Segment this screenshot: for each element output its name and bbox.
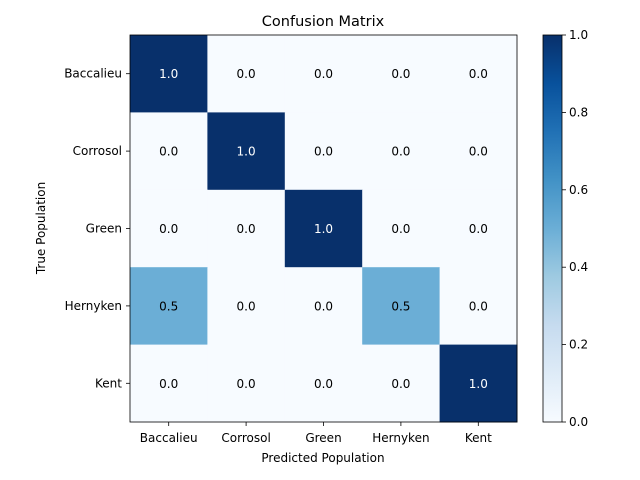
heatmap-cell	[130, 35, 208, 113]
cell-value-label: 0.0	[391, 67, 410, 81]
x-tick-label: Green	[305, 431, 341, 445]
colorbar-tick-label: 0.2	[569, 338, 588, 352]
heatmap-cell	[362, 267, 441, 346]
heatmap-cell	[362, 35, 441, 113]
chart-title: Confusion Matrix	[262, 14, 385, 30]
cell-value-label: 0.5	[159, 299, 178, 313]
cell-value-label: 0.0	[391, 145, 410, 159]
colorbar-tick-label: 0.8	[569, 105, 588, 119]
cell-value-label: 0.0	[314, 67, 333, 81]
heatmap-cell	[284, 267, 363, 346]
heatmap-cell	[439, 344, 518, 423]
y-tick-label: Baccalieu	[64, 67, 122, 81]
heatmap-cell	[284, 112, 363, 191]
cell-value-label: 0.5	[391, 299, 410, 313]
cell-value-label: 0.0	[469, 67, 488, 81]
y-tick-label: Green	[86, 222, 122, 236]
cell-value-label: 0.0	[314, 145, 333, 159]
cell-value-label: 1.0	[314, 222, 333, 236]
cell-value-label: 1.0	[237, 145, 256, 159]
heatmap-cell-labels: 1.0 0.0 0.0 0.0 0.0 0.0 1.0 0.0 0.0 0.0 0.0 0.0 1.0 0…	[159, 67, 488, 391]
y-axis-label: True Population	[34, 182, 48, 275]
heatmap-cell	[439, 112, 518, 191]
heatmap-cell	[362, 344, 441, 423]
cell-value-label: 0.0	[159, 145, 178, 159]
heatmap-cell	[207, 344, 286, 423]
heatmap-cell	[130, 189, 208, 268]
cell-value-label: 0.0	[469, 222, 488, 236]
x-tick-label: Baccalieu	[140, 431, 198, 445]
cell-value-label: 0.0	[469, 145, 488, 159]
heatmap-cell	[130, 344, 208, 423]
colorbar-tick-label: 1.0	[569, 28, 588, 42]
cell-value-label: 0.0	[237, 222, 256, 236]
heatmap-cell	[284, 35, 363, 113]
x-axis-label: Predicted Population	[261, 451, 384, 465]
colorbar-tick-label: 0.4	[569, 260, 588, 274]
heatmap-cell	[439, 35, 518, 113]
heatmap-cell	[439, 189, 518, 268]
y-axis-ticks: Baccalieu Corrosol Green Hernyken Kent	[64, 67, 130, 390]
heatmap-cell	[130, 112, 208, 191]
cell-value-label: 0.0	[314, 377, 333, 391]
heatmap-cell	[130, 267, 208, 346]
cell-value-label: 0.0	[237, 299, 256, 313]
cell-value-label: 0.0	[159, 377, 178, 391]
colorbar-tick-label: 0.0	[569, 415, 588, 429]
y-tick-label: Hernyken	[65, 299, 122, 313]
x-axis-ticks: Baccalieu Corrosol Green Hernyken Kent	[140, 422, 492, 445]
cell-value-label: 1.0	[159, 67, 178, 81]
heatmap-cell	[207, 189, 286, 268]
colorbar-tick-label: 0.6	[569, 183, 588, 197]
cell-value-label: 0.0	[237, 67, 256, 81]
colorbar-ticks: 0.0 0.2 0.4 0.6 0.8 1.0	[562, 28, 588, 429]
y-tick-label: Kent	[95, 376, 122, 390]
cell-value-label: 0.0	[314, 299, 333, 313]
heatmap-cell	[284, 189, 363, 268]
heatmap-cell	[207, 112, 286, 191]
x-tick-label: Hernyken	[372, 431, 429, 445]
heatmap-cell	[284, 344, 363, 423]
x-tick-label: Kent	[465, 431, 492, 445]
heatmap-cell	[207, 267, 286, 346]
cell-value-label: 0.0	[391, 377, 410, 391]
heatmap-cell	[207, 35, 286, 113]
cell-value-label: 0.0	[159, 222, 178, 236]
x-tick-label: Corrosol	[221, 431, 270, 445]
y-tick-label: Corrosol	[73, 144, 122, 158]
heatmap-cell	[362, 189, 441, 268]
heatmap-cells	[130, 35, 518, 423]
cell-value-label: 0.0	[237, 377, 256, 391]
colorbar	[542, 34, 563, 423]
cell-value-label: 0.0	[391, 222, 410, 236]
cell-value-label: 0.0	[469, 299, 488, 313]
cell-value-label: 1.0	[469, 377, 488, 391]
heatmap-cell	[439, 267, 518, 346]
heatmap-cell	[362, 112, 441, 191]
